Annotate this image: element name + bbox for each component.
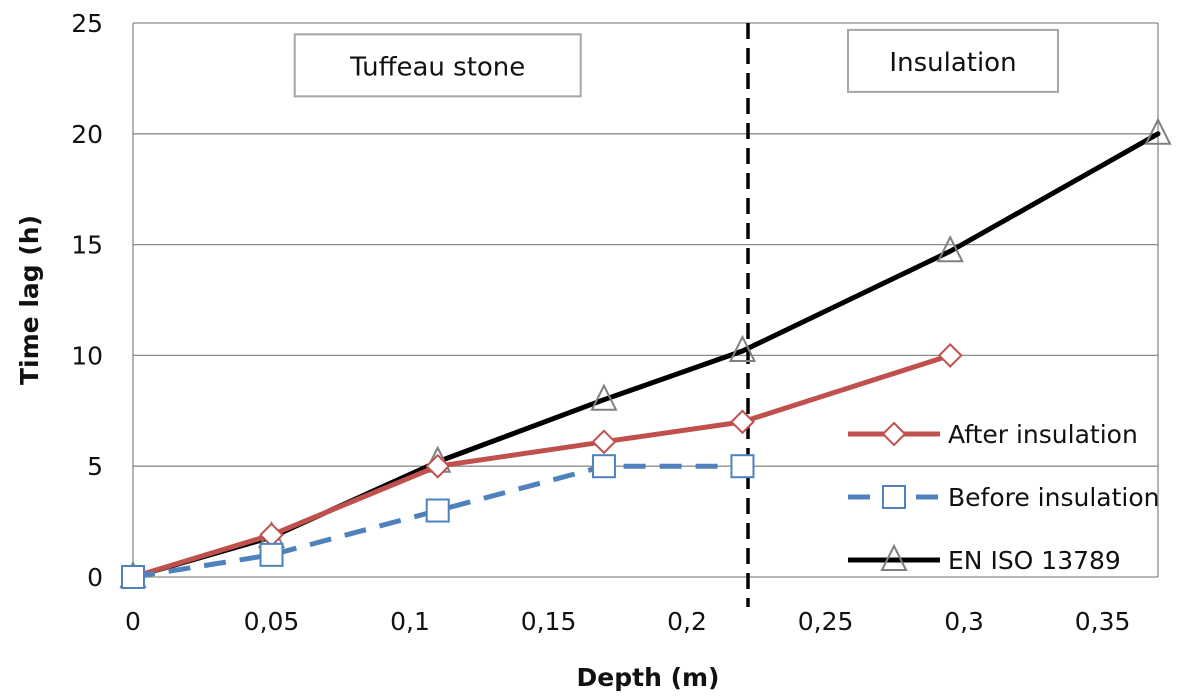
- series-group: [119, 117, 1172, 590]
- x-tick-label: 0,05: [244, 607, 300, 636]
- y-tick-label: 25: [71, 9, 103, 38]
- x-tick-labels: 0 0,05 0,1 0,15 0,2 0,25 0,3 0,35: [125, 607, 1130, 636]
- region-labels: Tuffeau stone Insulation: [293, 28, 1059, 98]
- series-en-iso-13789: [119, 117, 1172, 588]
- marker-triangle: [728, 334, 757, 362]
- legend-label: EN ISO 13789: [948, 546, 1121, 575]
- marker-square: [730, 454, 755, 479]
- marker-square: [259, 542, 284, 567]
- y-tick-label: 0: [87, 563, 103, 592]
- marker-triangle: [936, 235, 964, 263]
- x-tick-label: 0,3: [944, 607, 984, 636]
- marker-diamond: [425, 453, 451, 479]
- marker-square: [425, 498, 450, 523]
- legend-label: Before insulation: [948, 483, 1160, 512]
- x-axis-title: Depth (m): [577, 663, 720, 692]
- region-label-box: [847, 28, 1059, 93]
- marker-triangle: [590, 383, 618, 411]
- marker-diamond: [259, 522, 284, 548]
- y-tick-label: 15: [71, 231, 103, 260]
- y-tick-label: 5: [87, 452, 103, 481]
- y-axis-title: Time lag (h): [15, 215, 44, 385]
- marker-triangle: [1144, 117, 1172, 145]
- marker-square: [591, 454, 616, 479]
- gridlines: [132, 22, 1159, 578]
- x-tick-label: 0,25: [798, 607, 854, 636]
- y-tick-label: 20: [71, 120, 103, 149]
- x-tick-label: 0,35: [1075, 607, 1131, 636]
- marker-triangle: [880, 543, 908, 571]
- x-tick-label: 0,1: [390, 607, 430, 636]
- series-line: [130, 352, 953, 580]
- x-tick-label: 0,15: [521, 607, 577, 636]
- region-label: Tuffeau stone: [349, 52, 525, 82]
- legend: After insulation Before insulation EN ISO …: [848, 420, 1160, 575]
- region-label-box: [293, 33, 582, 98]
- region-label: Insulation: [889, 48, 1016, 78]
- x-tick-label: 0: [125, 607, 141, 636]
- marker-diamond: [937, 342, 963, 368]
- x-tick-label: 0,2: [667, 607, 707, 636]
- marker-square: [882, 485, 906, 509]
- legend-label: After insulation: [948, 420, 1138, 449]
- y-tick-labels: 0 5 10 15 20 25: [71, 9, 103, 592]
- marker-square: [121, 565, 145, 589]
- marker-diamond: [730, 409, 755, 435]
- series-before-insulation: [121, 454, 755, 589]
- y-tick-label: 10: [71, 341, 103, 370]
- marker-diamond: [881, 421, 907, 447]
- series-line: [132, 463, 743, 580]
- marker-diamond: [591, 429, 617, 455]
